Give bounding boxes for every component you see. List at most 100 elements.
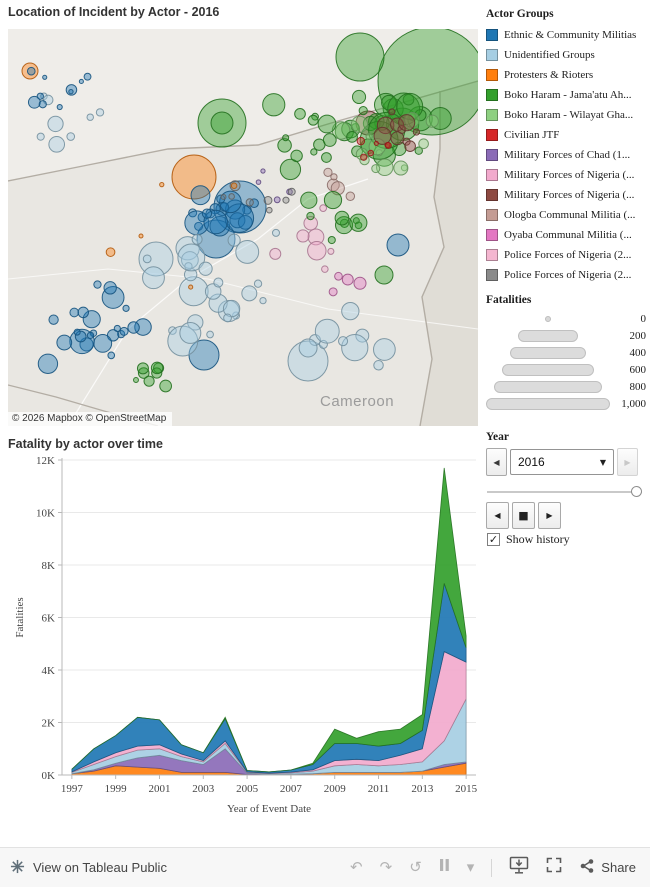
dropdown-caret-icon: ▼ xyxy=(599,457,606,467)
legend-swatch xyxy=(486,149,498,161)
step-back-button[interactable]: ◀ xyxy=(486,502,509,529)
map-attribution[interactable]: © 2026 Mapbox © OpenStreetMap xyxy=(8,412,173,426)
legend-swatch xyxy=(486,209,498,221)
size-legend-title: Fatalities xyxy=(486,294,532,306)
stop-button[interactable]: ■ xyxy=(512,502,535,529)
size-bar xyxy=(518,330,578,342)
legend-label: Oyaba Communal Militia (... xyxy=(504,229,632,241)
legend-item[interactable]: Unidentified Groups xyxy=(486,45,648,65)
legend-label: Military Forces of Nigeria (... xyxy=(504,189,635,201)
svg-text:10K: 10K xyxy=(36,508,55,520)
legend-item[interactable]: Civilian JTF xyxy=(486,125,648,145)
size-label: 200 xyxy=(629,330,647,342)
slider-track[interactable] xyxy=(487,491,642,493)
legend-label: Protesters & Rioters xyxy=(504,69,594,81)
actor-groups-legend: Ethnic & Community Militias Unidentified … xyxy=(486,25,648,285)
legend-swatch xyxy=(486,109,498,121)
legend-label: Ethnic & Community Militias xyxy=(504,29,637,41)
size-legend-row: 200 xyxy=(486,328,646,345)
fatality-area-chart[interactable]: 0K 2K 4K 6K 8K 10K 12K 1997 1999 2001 2003 2005 2007… xyxy=(8,452,478,838)
legend-item[interactable]: Ethnic & Community Militias xyxy=(486,25,648,45)
size-bar xyxy=(510,347,586,359)
legend-item[interactable]: Police Forces of Nigeria (2... xyxy=(486,265,648,285)
view-on-tableau-link[interactable]: View on Tableau Public xyxy=(10,859,167,877)
size-legend-row: 600 xyxy=(486,362,646,379)
size-label: 600 xyxy=(629,364,647,376)
svg-text:2011: 2011 xyxy=(368,783,390,795)
toolbar: View on Tableau Public ↶ ↷ ↺ ▾ xyxy=(0,847,650,887)
legend-label: Civilian JTF xyxy=(504,129,560,141)
legend-item[interactable]: Police Forces of Nigeria (2... xyxy=(486,245,648,265)
year-prev-button[interactable]: ◀ xyxy=(486,448,507,476)
svg-text:6K: 6K xyxy=(42,613,56,625)
legend-item[interactable]: Military Forces of Chad (1... xyxy=(486,145,648,165)
legend-item[interactable]: Oyaba Communal Militia (... xyxy=(486,225,648,245)
size-legend-row: 800 xyxy=(486,379,646,396)
legend-item[interactable]: Boko Haram - Wilayat Gha... xyxy=(486,105,648,125)
legend-item[interactable]: Military Forces of Nigeria (... xyxy=(486,185,648,205)
more-caret-icon[interactable]: ▾ xyxy=(466,858,475,876)
legend-label: Boko Haram - Wilayat Gha... xyxy=(504,109,634,121)
legend-item[interactable]: Military Forces of Nigeria (... xyxy=(486,165,648,185)
pause-icon[interactable] xyxy=(439,858,450,877)
download-icon[interactable] xyxy=(509,856,529,879)
legend-label: Unidentified Groups xyxy=(504,49,595,61)
size-label: 800 xyxy=(629,381,647,393)
map-title: Location of Incident by Actor - 2016 xyxy=(8,5,220,19)
size-bar xyxy=(494,381,602,393)
show-history-checkbox[interactable]: ✓ xyxy=(487,533,500,546)
legend-item[interactable]: Protesters & Rioters xyxy=(486,65,648,85)
size-dot xyxy=(545,316,551,322)
legend-swatch xyxy=(486,169,498,181)
svg-text:2015: 2015 xyxy=(455,783,478,795)
legend-swatch xyxy=(486,29,498,41)
legend-swatch xyxy=(486,129,498,141)
fatalities-size-legend: 0 200 400 600 800 1,000 xyxy=(486,311,646,413)
incident-map[interactable]: Cameroon © 2026 Mapbox © OpenStreetMap xyxy=(8,29,478,426)
legend-item[interactable]: Ologba Communal Militia (... xyxy=(486,205,648,225)
legend-label: Military Forces of Nigeria (... xyxy=(504,169,635,181)
svg-text:2001: 2001 xyxy=(148,783,170,795)
svg-text:1999: 1999 xyxy=(105,783,128,795)
year-next-button[interactable]: ▶ xyxy=(617,448,638,476)
show-history-control[interactable]: ✓ Show history xyxy=(487,532,570,547)
legend-swatch xyxy=(486,229,498,241)
tableau-logo-icon xyxy=(10,859,25,877)
fullscreen-icon[interactable] xyxy=(546,857,562,878)
actor-groups-legend-title: Actor Groups xyxy=(486,8,554,20)
legend-swatch xyxy=(486,69,498,81)
svg-text:2003: 2003 xyxy=(192,783,215,795)
share-button[interactable]: Share xyxy=(579,858,636,877)
year-slider[interactable] xyxy=(487,485,642,499)
year-dropdown[interactable]: 2016 ▼ xyxy=(510,449,614,475)
svg-text:8K: 8K xyxy=(42,560,56,572)
year-value: 2016 xyxy=(518,455,545,469)
size-bar xyxy=(502,364,594,376)
replay-icon[interactable]: ↺ xyxy=(409,858,422,876)
svg-text:2013: 2013 xyxy=(411,783,434,795)
size-legend-row: 0 xyxy=(486,311,646,328)
size-label: 1,000 xyxy=(621,398,646,410)
svg-text:4K: 4K xyxy=(42,665,56,677)
svg-text:0K: 0K xyxy=(42,770,56,782)
map-canvas[interactable] xyxy=(8,29,478,426)
legend-swatch xyxy=(486,249,498,261)
legend-swatch xyxy=(486,49,498,61)
redo-icon[interactable]: ↷ xyxy=(379,858,393,876)
toolbar-divider xyxy=(491,858,493,877)
step-forward-button[interactable]: ▶ xyxy=(538,502,561,529)
size-label: 400 xyxy=(629,347,647,359)
svg-text:2005: 2005 xyxy=(236,783,259,795)
legend-item[interactable]: Boko Haram - Jama'atu Ah... xyxy=(486,85,648,105)
legend-label: Police Forces of Nigeria (2... xyxy=(504,269,632,281)
size-bar xyxy=(486,398,610,410)
undo-icon[interactable]: ↶ xyxy=(350,858,363,876)
svg-text:2K: 2K xyxy=(42,718,56,730)
svg-text:1997: 1997 xyxy=(61,783,84,795)
slider-handle[interactable] xyxy=(631,486,642,497)
chart-title: Fatality by actor over time xyxy=(8,437,163,451)
legend-label: Military Forces of Chad (1... xyxy=(504,149,631,161)
chart-canvas[interactable]: 0K 2K 4K 6K 8K 10K 12K 1997 1999 2001 2003 2005 2007… xyxy=(8,452,478,838)
share-icon xyxy=(579,858,595,877)
